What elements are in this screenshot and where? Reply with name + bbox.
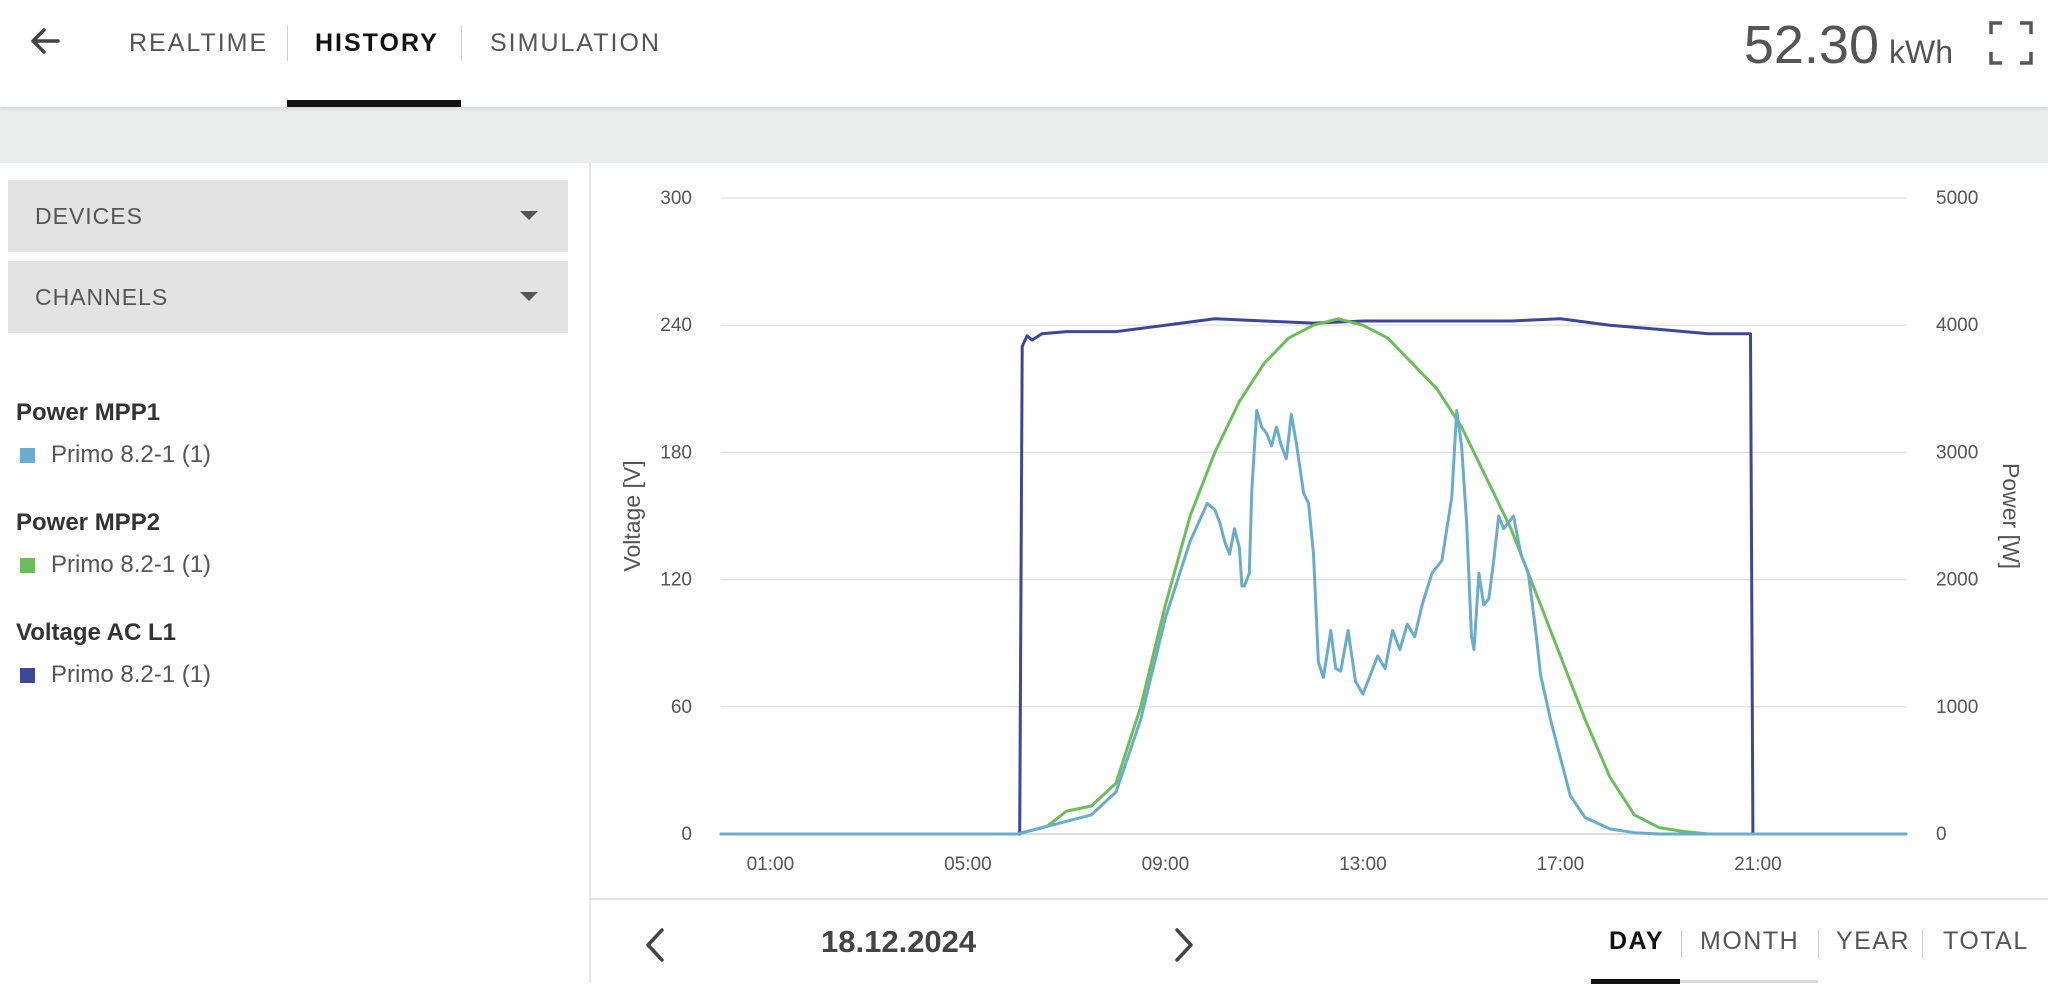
period-track [1591, 980, 1818, 983]
y-left-tick-label: 300 [660, 188, 692, 209]
y-right-tick-label: 3000 [1936, 442, 1978, 463]
legend-swatch [20, 557, 35, 573]
y-right-tick-label: 2000 [1936, 570, 1978, 591]
history-chart-panel: 0 60 120 180 240 300 0 1000 2000 3000 4000 5000 01:0… [589, 163, 2048, 898]
legend-device-label: Primo 8.2-1 (1) [51, 551, 212, 578]
period-separator [1922, 930, 1923, 958]
toolbar-band [0, 107, 2048, 163]
legend-item[interactable]: Primo 8.2-1 (1) [16, 551, 211, 579]
current-date[interactable]: 18.12.2024 [821, 924, 977, 959]
y-right-tick-label: 0 [1936, 824, 1947, 845]
x-tick-label: 01:00 [747, 854, 795, 875]
filter-sidebar: DEVICES CHANNELS Power MPP1 Primo 8.2-1 … [0, 163, 589, 983]
legend-device-label: Primo 8.2-1 (1) [51, 661, 212, 688]
top-bar: REALTIME HISTORY SIMULATION 52.30 kWh [0, 0, 2048, 107]
legend-item[interactable]: Primo 8.2-1 (1) [16, 661, 211, 689]
active-period-indicator [1591, 979, 1680, 984]
legend-item[interactable]: Primo 8.2-1 (1) [16, 441, 211, 469]
series-line-voltage-ac-l1 [719, 317, 1908, 836]
energy-value: 52.30 [1743, 15, 1879, 75]
legend-group-power-mpp2: Power MPP2 Primo 8.2-1 (1) [16, 509, 211, 579]
y-left-tick-label: 240 [660, 315, 692, 336]
caret-down-icon [520, 211, 538, 220]
tab-separator [287, 25, 288, 61]
devices-dropdown[interactable]: DEVICES [8, 180, 568, 252]
channels-dropdown-label: CHANNELS [35, 283, 169, 310]
energy-total: 52.30 kWh [1744, 14, 1953, 76]
tab-realtime[interactable]: REALTIME [129, 29, 269, 57]
legend-title: Power MPP1 [16, 399, 161, 426]
y-right-axis-label: Power [W] [1998, 463, 2024, 569]
tab-separator [461, 25, 462, 61]
date-navigation-bar: 18.12.2024 DAY MONTH YEAR TOTAL [589, 898, 2048, 984]
legend-swatch [20, 447, 35, 463]
period-total[interactable]: TOTAL [1943, 927, 2029, 955]
series-line-power-mpp2 [719, 317, 1908, 836]
energy-unit: kWh [1889, 34, 1953, 70]
legend-group-power-mpp1: Power MPP1 Primo 8.2-1 (1) [16, 399, 211, 469]
y-right-tick-label: 1000 [1936, 697, 1978, 718]
legend-title: Power MPP2 [16, 509, 161, 536]
x-tick-label: 09:00 [1142, 854, 1190, 875]
period-separator [1818, 930, 1819, 958]
period-year[interactable]: YEAR [1836, 927, 1911, 955]
tab-simulation[interactable]: SIMULATION [490, 29, 661, 57]
y-left-tick-label: 120 [660, 570, 692, 591]
y-left-tick-label: 60 [671, 697, 692, 718]
x-tick-label: 05:00 [944, 854, 992, 875]
next-date-chevron-icon[interactable] [1157, 920, 1207, 970]
fullscreen-icon[interactable] [1988, 20, 2034, 66]
back-arrow-icon[interactable] [22, 18, 68, 64]
legend-title: Voltage AC L1 [16, 619, 177, 646]
x-tick-label: 17:00 [1537, 854, 1585, 875]
history-chart[interactable]: 06012018024030001000200030004000500001:0… [591, 163, 2048, 898]
x-tick-label: 21:00 [1734, 854, 1782, 875]
legend-device-label: Primo 8.2-1 (1) [51, 441, 212, 468]
x-tick-label: 13:00 [1339, 854, 1387, 875]
y-right-tick-label: 5000 [1936, 188, 1978, 209]
series-line-power-mpp1 [719, 408, 1908, 836]
legend-swatch [20, 667, 35, 683]
y-left-tick-label: 180 [660, 442, 692, 463]
legend-group-voltage-ac-l1: Voltage AC L1 Primo 8.2-1 (1) [16, 619, 211, 689]
active-tab-indicator [287, 100, 461, 107]
period-month[interactable]: MONTH [1700, 927, 1800, 955]
tab-history[interactable]: HISTORY [315, 29, 439, 57]
y-left-tick-label: 0 [681, 824, 692, 845]
previous-date-chevron-icon[interactable] [632, 920, 682, 970]
y-right-tick-label: 4000 [1936, 315, 1978, 336]
period-day[interactable]: DAY [1609, 927, 1664, 955]
y-left-axis-label: Voltage [V] [619, 460, 645, 571]
period-separator [1681, 930, 1682, 958]
caret-down-icon [520, 292, 538, 301]
channels-dropdown[interactable]: CHANNELS [8, 261, 568, 333]
devices-dropdown-label: DEVICES [35, 202, 143, 229]
